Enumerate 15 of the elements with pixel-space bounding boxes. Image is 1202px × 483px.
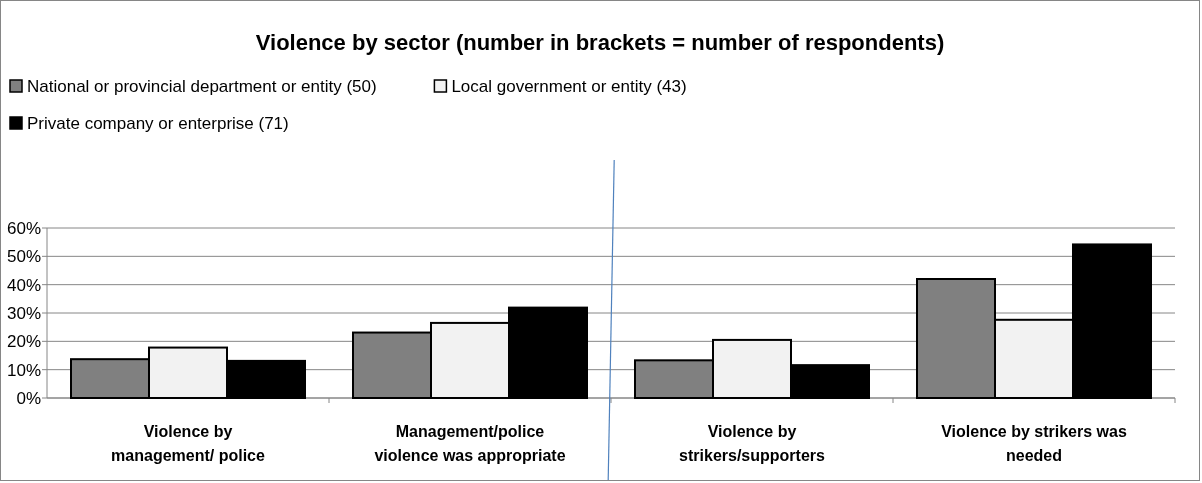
y-tick-label: 10% — [6, 360, 41, 380]
y-tick-label: 40% — [6, 275, 41, 295]
x-tick-label: Violence by management/ police — [111, 423, 266, 464]
y-tick-label: 20% — [6, 332, 41, 352]
legend-label: Local government or entity (43) — [451, 77, 687, 96]
legend-label: Private company or enterprise (71) — [27, 114, 289, 133]
y-tick-label: 60% — [6, 219, 41, 238]
y-tick-label: 50% — [6, 247, 41, 267]
legend-label: National or provincial department or entity (50) — [27, 77, 377, 96]
y-tick-label: 0% — [16, 389, 41, 408]
x-tick-label: Management/police violence was appropriate — [374, 423, 566, 464]
x-tick-label: Violence by strikers/supporters — [679, 423, 826, 464]
chart-title: Violence by sector (number in brackets = number of respondents) — [255, 30, 945, 55]
x-tick-label: Violence by strikers was needed — [941, 423, 1127, 464]
y-tick-label: 30% — [6, 304, 41, 323]
